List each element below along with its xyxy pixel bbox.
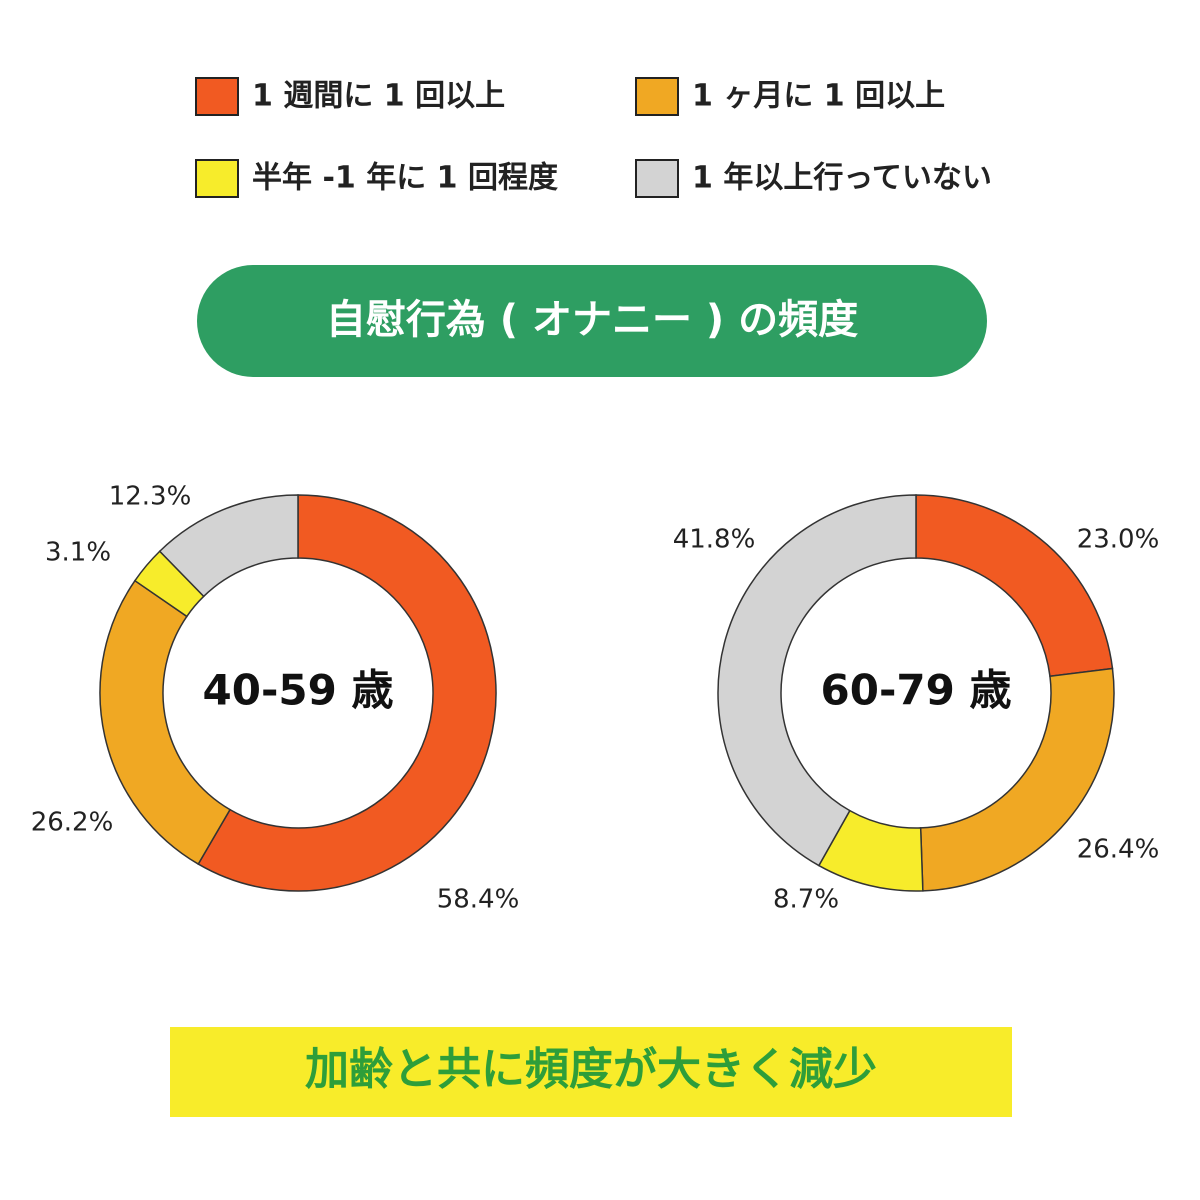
donut-segment <box>915 494 1114 678</box>
donut-segment <box>99 579 232 866</box>
note: 加齢と共に頻度が大きく減少 <box>305 1044 877 1095</box>
legend-label: 1 週間に 1 回以上 <box>252 79 505 114</box>
note-box <box>170 1027 1012 1117</box>
legend-swatch <box>195 159 239 198</box>
title: 自慰行為 ( オナニー ) の頻度 <box>326 297 858 343</box>
donut-segment <box>158 494 299 598</box>
value-label: 26.2% <box>31 808 114 838</box>
value-label: 26.4% <box>1077 835 1160 865</box>
center-label: 40-59 歳 <box>203 666 394 715</box>
value-label: 8.7% <box>773 885 839 915</box>
value-label: 23.0% <box>1077 525 1160 555</box>
value-label: 3.1% <box>45 538 111 568</box>
center-label: 60-79 歳 <box>821 666 1012 715</box>
value-label: 58.4% <box>437 885 520 915</box>
legend-label: 1 年以上行っていない <box>692 161 992 196</box>
value-label: 41.8% <box>673 525 756 555</box>
title-pill <box>197 265 987 377</box>
donut-segment <box>919 667 1115 892</box>
legend-swatch <box>635 77 679 116</box>
legend-swatch <box>635 159 679 198</box>
legend-swatch <box>195 77 239 116</box>
donut-segment <box>717 494 917 867</box>
legend-label: 1 ヶ月に 1 回以上 <box>692 79 945 114</box>
legend-label: 半年 -1 年に 1 回程度 <box>252 161 558 196</box>
donut-segment <box>197 494 497 892</box>
value-label: 12.3% <box>109 482 192 512</box>
